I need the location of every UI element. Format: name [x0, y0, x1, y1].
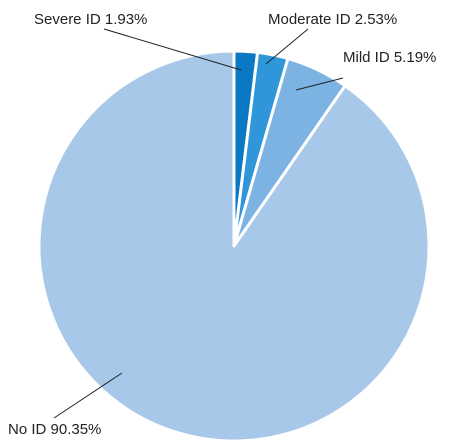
leader-line-mild-id [295, 77, 344, 91]
pie-slices [37, 49, 431, 443]
pie-slice-no-id [37, 49, 431, 443]
slice-label-no-id: No ID 90.35% [8, 421, 101, 438]
leader-line-severe-id [103, 28, 242, 71]
leader-lines [53, 28, 344, 419]
slice-label-severe-id: Severe ID 1.93% [34, 11, 147, 28]
leader-line-moderate-id [265, 28, 309, 65]
slice-label-moderate-id: Moderate ID 2.53% [268, 11, 397, 28]
slice-label-mild-id: Mild ID 5.19% [343, 49, 436, 66]
leader-line-no-id [53, 372, 123, 419]
